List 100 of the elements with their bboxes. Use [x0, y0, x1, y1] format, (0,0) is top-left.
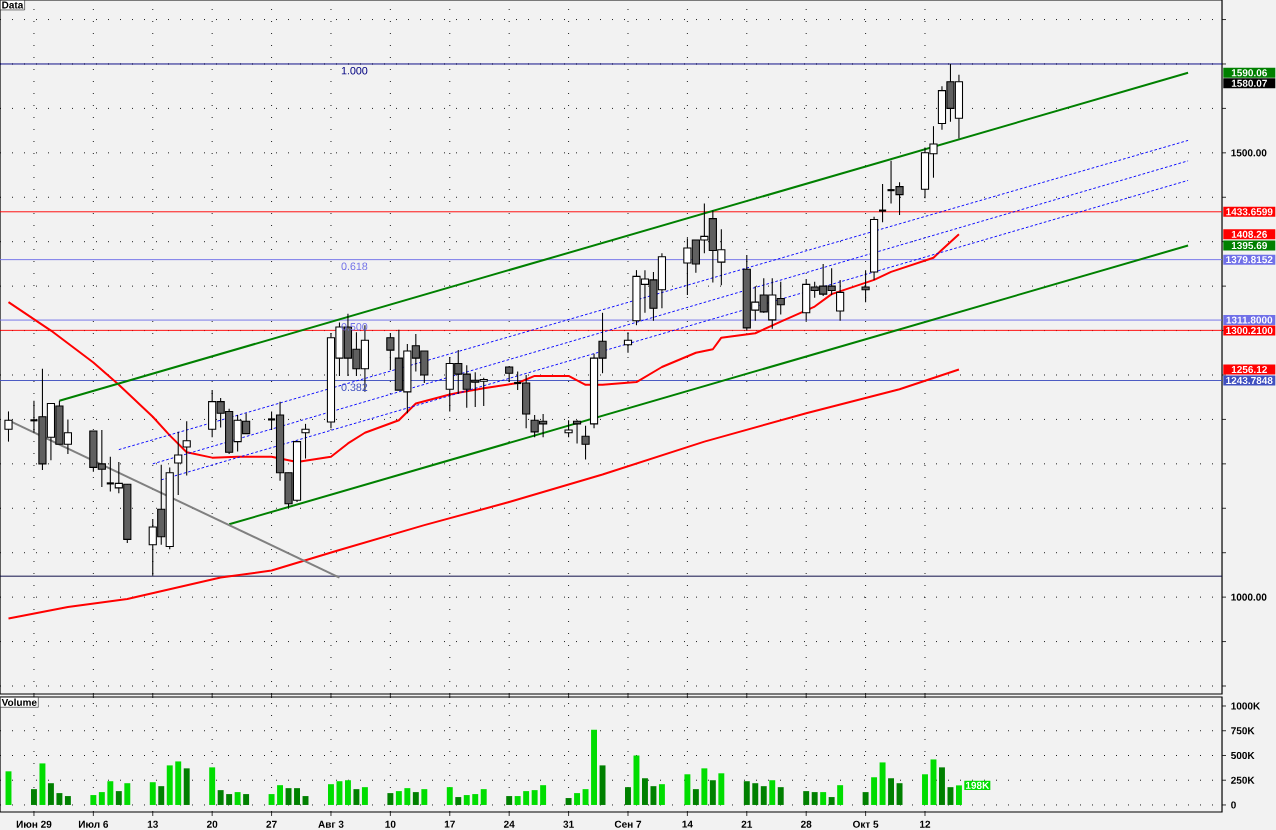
candlestick — [174, 431, 183, 496]
candlestick — [836, 279, 845, 322]
bar — [811, 792, 818, 805]
ref-line-label: 1433.6599 — [1226, 208, 1273, 216]
y-tick-label: 1500.00 — [1231, 149, 1267, 157]
bar — [523, 791, 530, 805]
bar — [47, 783, 54, 805]
bar — [277, 785, 284, 805]
bar — [209, 767, 216, 805]
x-tick-label: 12 — [920, 820, 931, 828]
bar — [820, 792, 827, 805]
candlestick — [581, 425, 590, 460]
x-tick-label: Июл 6 — [78, 820, 109, 828]
bar — [268, 794, 275, 805]
bar — [361, 787, 368, 805]
x-tick-label: 24 — [503, 820, 515, 828]
x-tick-label: 10 — [385, 820, 396, 828]
bar — [30, 789, 37, 805]
bar — [328, 784, 334, 805]
bar — [650, 786, 657, 805]
bar — [769, 780, 776, 805]
bar — [718, 773, 725, 805]
bar — [531, 790, 538, 805]
bar — [565, 798, 572, 805]
y-tick-label: 0 — [1231, 801, 1236, 809]
candlestick — [623, 331, 633, 354]
bar — [421, 789, 428, 805]
y-tick-label: 1000K — [1231, 702, 1261, 710]
bar — [692, 789, 699, 805]
x-tick-label: Июн 29 — [16, 820, 52, 828]
bar — [540, 785, 547, 805]
bar — [955, 785, 962, 805]
bar — [625, 787, 631, 805]
candlestick — [861, 269, 870, 303]
x-tick-label: Сен 7 — [614, 820, 642, 828]
bar — [463, 795, 470, 805]
bar — [641, 778, 648, 805]
bar — [803, 791, 810, 805]
bar — [107, 781, 114, 805]
y2-tick-label: 1395.69 — [1231, 241, 1267, 250]
candlestick — [386, 332, 395, 371]
bar — [158, 786, 165, 805]
candlestick — [4, 410, 13, 443]
bar — [574, 793, 581, 805]
y2-tick-label: 1408.26 — [1231, 230, 1267, 238]
y-tick-label: 1000.00 — [1231, 593, 1267, 601]
bar — [64, 796, 71, 805]
bar — [888, 778, 895, 805]
ref-line-label: 1311.8000 — [1226, 316, 1273, 324]
bar — [701, 768, 708, 805]
y-tick-label: 750K — [1231, 727, 1255, 735]
bar — [896, 783, 903, 805]
annotation: 1.000 — [341, 66, 368, 75]
bar — [243, 794, 250, 805]
bar — [90, 795, 97, 805]
x-tick-label: 13 — [147, 820, 158, 828]
chart-title: Data — [2, 1, 24, 9]
y2-tick-label: 1590.06 — [1231, 69, 1267, 77]
bar — [760, 786, 767, 805]
bar — [175, 761, 182, 805]
bar — [344, 780, 351, 805]
bar — [395, 791, 402, 805]
bar — [285, 788, 292, 805]
candlestick — [877, 183, 888, 223]
bar — [922, 774, 928, 805]
bar — [336, 781, 343, 805]
y2-tick-label: 1256.12 — [1231, 366, 1267, 374]
bar — [879, 762, 886, 805]
annotation: 198K — [966, 781, 990, 789]
x-tick-label: 20 — [206, 820, 218, 828]
bar — [226, 794, 233, 805]
bar — [234, 792, 241, 805]
candlestick — [301, 423, 310, 460]
bar — [871, 777, 878, 805]
ref-line-label: 1300.2100 — [1226, 327, 1273, 335]
bar — [412, 792, 419, 805]
y2-tick-label: 1580.07 — [1231, 79, 1267, 87]
bar — [514, 796, 521, 805]
candlestick — [182, 420, 191, 476]
x-tick-label: 31 — [563, 820, 574, 828]
bar — [743, 781, 750, 805]
bar — [506, 796, 513, 805]
x-tick-label: 14 — [682, 820, 693, 828]
x-tick-label: Авг 3 — [318, 820, 344, 828]
x-tick-label: 17 — [444, 820, 455, 828]
ref-line-label: 1243.7848 — [1226, 376, 1273, 385]
line-series — [7, 368, 960, 620]
y-tick-label: 500K — [1231, 751, 1255, 760]
annotation: 0.618 — [341, 262, 368, 271]
bar — [684, 774, 691, 805]
bar — [658, 784, 665, 805]
bar — [455, 797, 462, 805]
bar — [862, 792, 869, 805]
bar — [472, 794, 479, 805]
y-tick-label: 250K — [1231, 776, 1255, 784]
x-tick-label: Окт 5 — [853, 820, 879, 828]
bar — [752, 783, 759, 805]
candlestick — [572, 419, 582, 444]
bar — [149, 782, 156, 805]
x-tick-label: 27 — [266, 820, 277, 828]
